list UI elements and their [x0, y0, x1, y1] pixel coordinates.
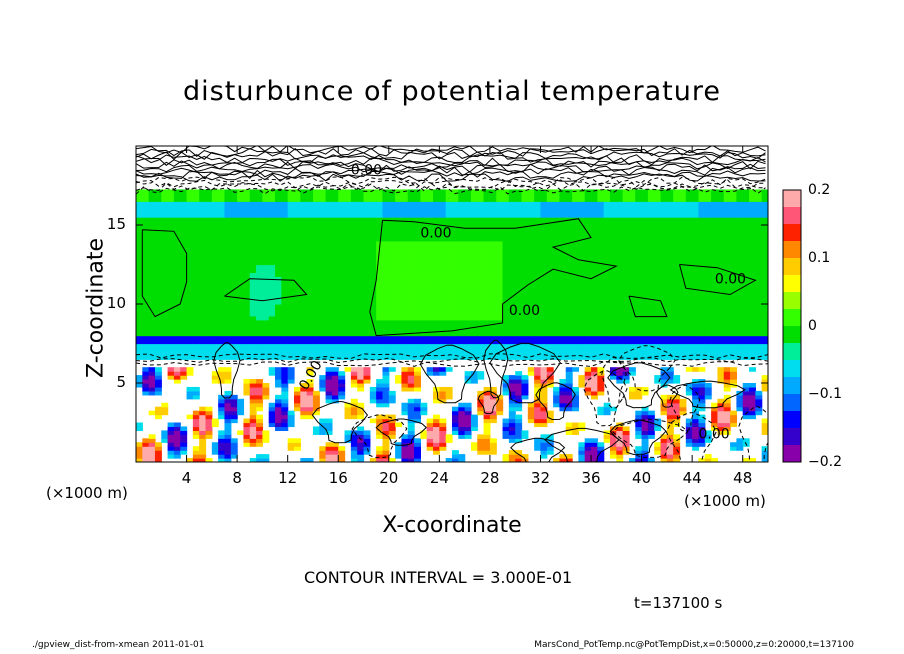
y-tick-label: 15	[106, 215, 126, 233]
x-tick-label: 36	[581, 469, 601, 487]
x-axis-label-text: X-coordinate	[382, 513, 522, 538]
colorbar-tick-label: −0.1	[808, 386, 842, 402]
colorbar-frame	[782, 189, 802, 463]
contour-label: 0.00	[351, 162, 382, 178]
x-axis-unit-right: (×1000 m)	[684, 492, 766, 510]
colorbar-segment	[783, 326, 801, 344]
contour-interval: CONTOUR INTERVAL = 3.000E-01	[304, 568, 573, 587]
y-tick-label: 5	[116, 373, 126, 391]
x-tick-label: 8	[232, 469, 242, 487]
colorbar-segment	[783, 241, 801, 259]
x-tick-label: 28	[480, 469, 500, 487]
footer-right: MarsCond_PotTemp.nc@PotTempDist,x=0:5000…	[534, 640, 854, 650]
x-tick-label: 44	[682, 469, 702, 487]
x-tick-label: 40	[632, 469, 652, 487]
colorbar-segment	[783, 207, 801, 225]
x-tick-label: 32	[530, 469, 551, 487]
x-tick-label: 4	[181, 469, 192, 487]
x-tick-label: 48	[733, 469, 753, 487]
colorbar-tick-label: 0.1	[808, 250, 831, 266]
colorbar-segment	[783, 190, 801, 208]
colorbar-segment	[783, 411, 801, 429]
colorbar-segment	[783, 428, 801, 446]
contour-label: 0.00	[509, 303, 540, 319]
contour-label: 0.00	[698, 426, 729, 442]
colorbar-segment	[783, 394, 801, 412]
y-tick-label: 10	[106, 294, 126, 312]
colorbar-segment	[783, 309, 801, 327]
footer-left: ./gpview_dist-from-xmean 2011-01-01	[32, 640, 205, 650]
colorbar-tick-label: 0	[808, 318, 817, 334]
chart-title: disturbunce of potential temperature	[183, 76, 721, 107]
colorbar-segment	[783, 360, 801, 378]
x-axis-label: X-coordinate	[0, 513, 904, 538]
x-tick-label: 20	[379, 469, 399, 487]
colorbar-segment	[783, 343, 801, 361]
x-tick-label: 12	[278, 469, 298, 487]
colorbar-segment	[783, 275, 801, 293]
colorbar-segment	[783, 224, 801, 242]
colorbar-segment	[783, 258, 801, 276]
colorbar-segment	[783, 292, 801, 310]
contour-label: 0.00	[420, 226, 451, 242]
time-label: t=137100 s	[634, 594, 723, 612]
x-tick-label: 16	[328, 469, 348, 487]
colorbar-tick-label: 0.2	[808, 182, 831, 198]
x-axis-unit-left: (×1000 m)	[46, 484, 128, 502]
colorbar-segment	[783, 377, 801, 395]
x-tick-label: 24	[429, 469, 449, 487]
contour-label: 0.00	[715, 271, 746, 287]
colorbar-segment	[783, 445, 801, 463]
colorbar-tick-label: −0.2	[808, 454, 842, 470]
